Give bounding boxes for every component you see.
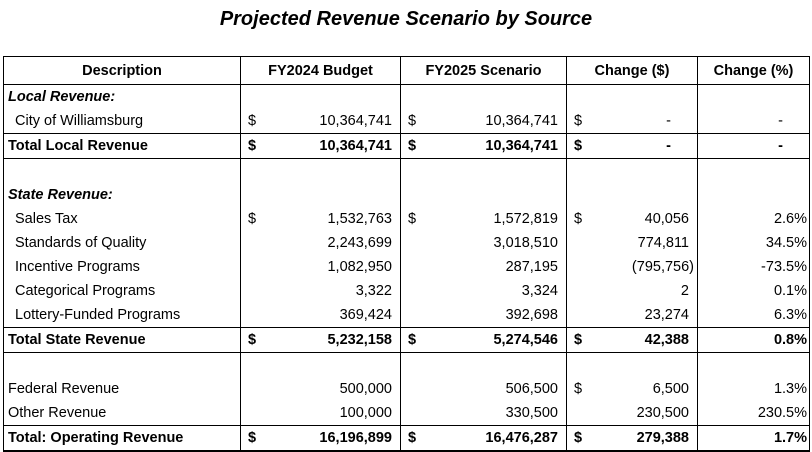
change-value: - (666, 138, 671, 154)
currency-symbol: $ (574, 138, 583, 154)
currency-symbol: $ (248, 138, 257, 154)
change-value: 23,274 (566, 303, 698, 328)
fy25-value: 3,018,510 (400, 231, 567, 255)
currency-symbol: $ (574, 430, 583, 446)
section-label-state: State Revenue: (3, 183, 241, 207)
fy24-value: 10,364,741 (319, 138, 392, 154)
fy25-value: 16,476,287 (485, 430, 558, 446)
row-label: Lottery-Funded Programs (3, 303, 241, 328)
fy24-value: 1,082,950 (240, 255, 401, 279)
table-row-federal-revenue: Federal Revenue 500,000 506,500 $6,500 1… (3, 377, 810, 401)
currency-symbol: $ (574, 381, 583, 397)
row-label: City of Williamsburg (3, 109, 241, 134)
fy25-value: 3,324 (400, 279, 567, 303)
percent-value: 230.5% (697, 401, 810, 426)
fy25-value: 287,195 (400, 255, 567, 279)
currency-symbol: $ (574, 113, 583, 129)
currency-symbol: $ (408, 332, 417, 348)
change-value: 230,500 (566, 401, 698, 426)
section-row-state: State Revenue: (3, 183, 810, 207)
fy25-value: 10,364,741 (485, 138, 558, 154)
percent-value: - (697, 109, 810, 134)
fy24-value: 10,364,741 (319, 113, 392, 129)
header-change-dollars: Change ($) (566, 56, 698, 85)
fy24-value: 2,243,699 (240, 231, 401, 255)
percent-value: 0.8% (697, 327, 810, 353)
currency-symbol: $ (248, 211, 257, 227)
percent-value: - (697, 133, 810, 159)
table-row-categorical-programs: Categorical Programs 3,322 3,324 2 0.1% (3, 279, 810, 303)
currency-symbol: $ (408, 138, 417, 154)
currency-symbol: $ (248, 430, 257, 446)
table-row-incentive-programs: Incentive Programs 1,082,950 287,195 (79… (3, 255, 810, 279)
row-label: Total: Operating Revenue (3, 425, 241, 452)
currency-symbol: $ (574, 332, 583, 348)
row-label: Standards of Quality (3, 231, 241, 255)
fy25-value: 506,500 (400, 377, 567, 401)
row-label: Total Local Revenue (3, 133, 241, 159)
table-row-total-state: Total State Revenue $5,232,158 $5,274,54… (3, 327, 810, 353)
table-row-total-local: Total Local Revenue $10,364,741 $10,364,… (3, 133, 810, 159)
header-fy2025-scenario: FY2025 Scenario (400, 56, 567, 85)
fy25-value: 392,698 (400, 303, 567, 328)
fy25-value: 10,364,741 (485, 113, 558, 129)
fy25-value: 5,274,546 (493, 332, 558, 348)
row-label: Federal Revenue (3, 377, 241, 401)
change-value: - (666, 113, 671, 129)
row-label: Total State Revenue (3, 327, 241, 353)
fy25-value: 1,572,819 (493, 211, 558, 227)
spacer-row (3, 158, 810, 183)
fy24-value: 16,196,899 (319, 430, 392, 446)
change-value: 279,388 (636, 430, 689, 446)
header-row: Description FY2024 Budget FY2025 Scenari… (3, 56, 810, 85)
page-title: Projected Revenue Scenario by Source (219, 7, 593, 30)
table-row-williamsburg: City of Williamsburg $10,364,741 $10,364… (3, 109, 810, 134)
currency-symbol: $ (408, 211, 417, 227)
revenue-table: Description FY2024 Budget FY2025 Scenari… (3, 56, 810, 452)
currency-symbol: $ (408, 430, 417, 446)
header-fy2024-budget: FY2024 Budget (240, 56, 401, 85)
currency-symbol: $ (408, 113, 417, 129)
percent-value: -73.5% (697, 255, 810, 279)
spacer-row (3, 352, 810, 377)
section-label-local: Local Revenue: (3, 84, 241, 109)
currency-symbol: $ (248, 113, 257, 129)
change-value: 2 (566, 279, 698, 303)
fy24-value: 5,232,158 (327, 332, 392, 348)
percent-value: 6.3% (697, 303, 810, 328)
percent-value: 2.6% (697, 207, 810, 231)
section-row-local: Local Revenue: (3, 84, 810, 109)
change-value: 40,056 (644, 211, 689, 227)
row-label: Sales Tax (3, 207, 241, 231)
change-value: (795,756) (566, 255, 698, 279)
table-row-standards-of-quality: Standards of Quality 2,243,699 3,018,510… (3, 231, 810, 255)
percent-value: 1.3% (697, 377, 810, 401)
row-label: Categorical Programs (3, 279, 241, 303)
percent-value: 0.1% (697, 279, 810, 303)
currency-symbol: $ (574, 211, 583, 227)
fy24-value: 100,000 (240, 401, 401, 426)
change-value: 774,811 (566, 231, 698, 255)
header-description: Description (3, 56, 241, 85)
row-label: Incentive Programs (3, 255, 241, 279)
table-row-total-operating: Total: Operating Revenue $16,196,899 $16… (3, 425, 810, 452)
fy24-value: 369,424 (240, 303, 401, 328)
row-label: Other Revenue (3, 401, 241, 426)
change-value: 6,500 (652, 381, 689, 397)
header-change-percent: Change (%) (697, 56, 810, 85)
currency-symbol: $ (248, 332, 257, 348)
fy24-value: 1,532,763 (327, 211, 392, 227)
fy24-value: 500,000 (240, 377, 401, 401)
table-row-lottery-funded-programs: Lottery-Funded Programs 369,424 392,698 … (3, 303, 810, 328)
fy24-value: 3,322 (240, 279, 401, 303)
fy25-value: 330,500 (400, 401, 567, 426)
table-row-other-revenue: Other Revenue 100,000 330,500 230,500 23… (3, 401, 810, 426)
change-value: 42,388 (644, 332, 689, 348)
percent-value: 34.5% (697, 231, 810, 255)
percent-value: 1.7% (697, 425, 810, 452)
table-row-sales-tax: Sales Tax $1,532,763 $1,572,819 $40,056 … (3, 207, 810, 231)
